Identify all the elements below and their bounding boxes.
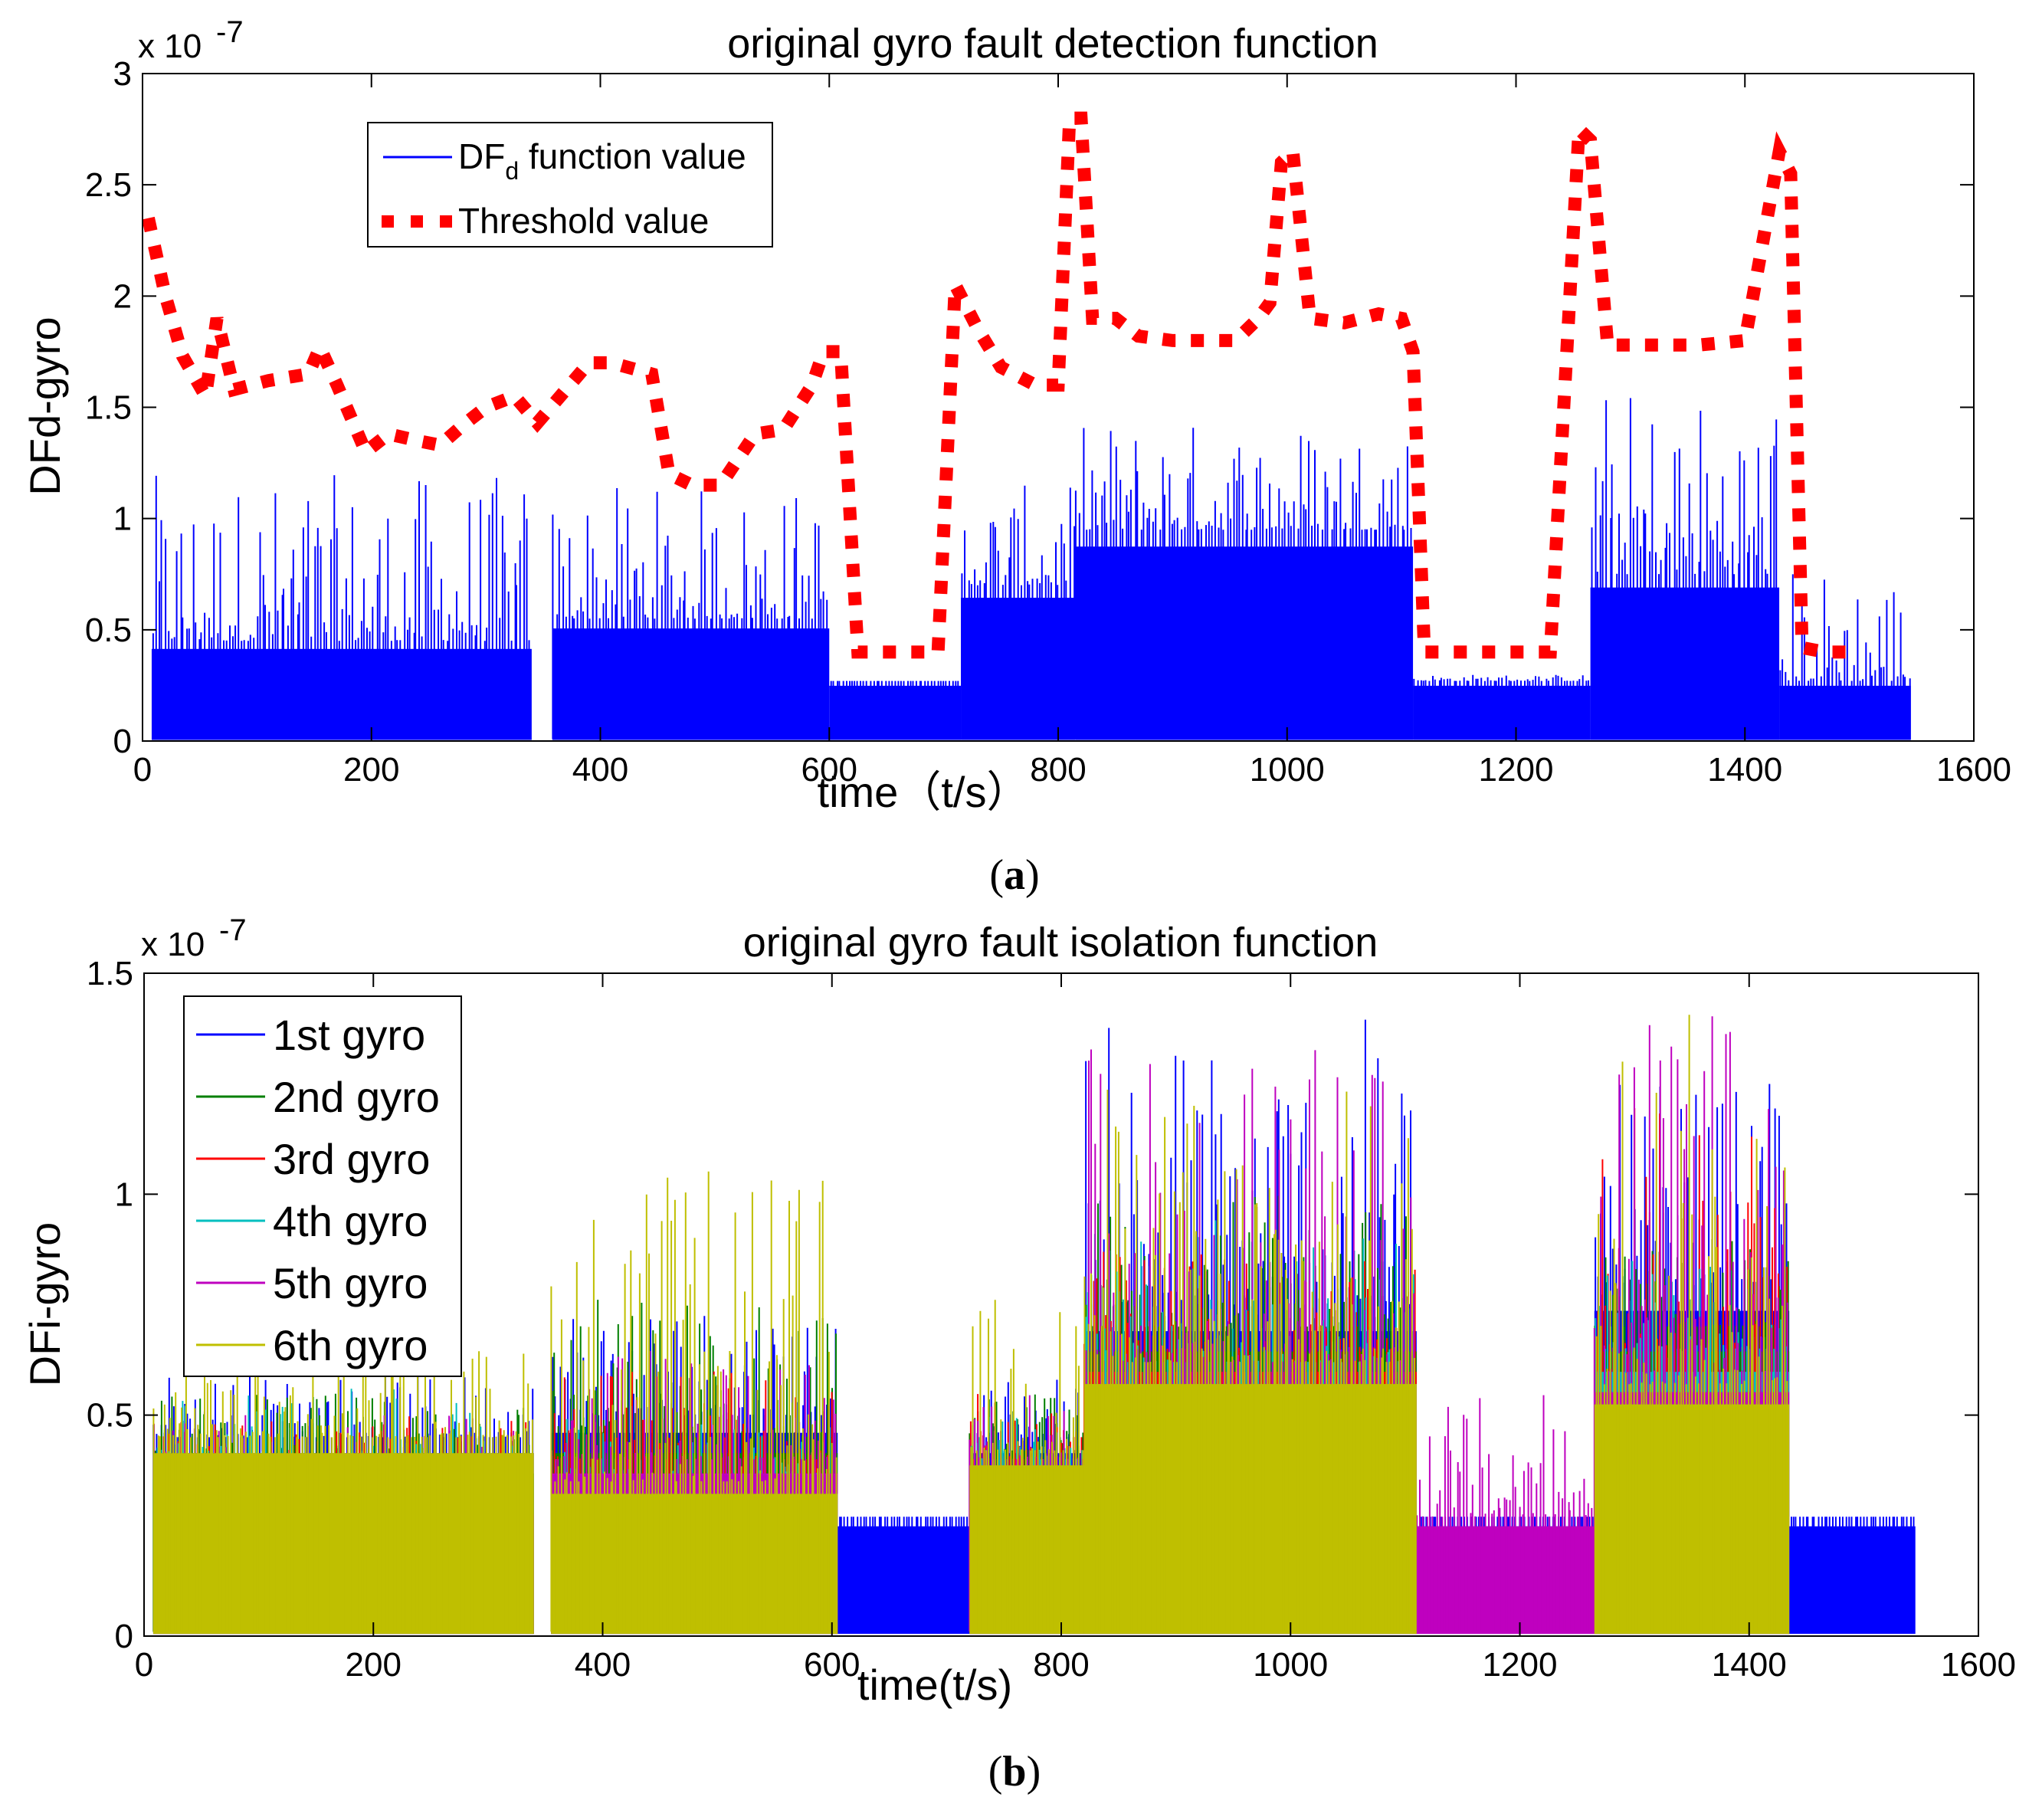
chart-b-ylabel: DFi-gyro — [21, 1222, 69, 1387]
ytick-label-b-1.5: 1.5 — [87, 955, 133, 992]
xtick-label-a-1600: 1600 — [1936, 751, 2011, 789]
xtick-label-b-1200: 1200 — [1483, 1646, 1558, 1684]
chart-b-legend: 1st gyro 2nd gyro 3rd gyro 4th gyro 5th gyro… — [183, 995, 462, 1377]
xtick-label-a-1200: 1200 — [1479, 751, 1554, 789]
band-b-5-5 — [1416, 1526, 1595, 1635]
ytick-label-b-1: 1 — [115, 1176, 133, 1213]
legend-a-label-df: DFd function value — [458, 136, 746, 185]
xtick-label-b-1000: 1000 — [1253, 1646, 1328, 1684]
spikes-a-1-2 — [552, 488, 828, 739]
legend-a-label-threshold: Threshold value — [458, 201, 709, 241]
xtick-label-b-1400: 1400 — [1712, 1646, 1787, 1684]
panel-a-caption: (a) — [989, 851, 1039, 899]
chart-b-xlabel: time(t/s) — [857, 1661, 1012, 1709]
xtick-label-a-1400: 1400 — [1707, 751, 1782, 789]
chart-b-title: original gyro fault isolation function — [743, 920, 1378, 966]
legend-b-label-4: 4th gyro — [273, 1197, 428, 1245]
ytick-label-b-0: 0 — [115, 1618, 133, 1655]
spikes-b-6-1 — [152, 1346, 533, 1632]
xtick-label-a-0: 0 — [133, 751, 152, 789]
xtick-label-b-0: 0 — [135, 1646, 153, 1684]
ytick-label-a-1: 1 — [113, 500, 132, 538]
spikes-a-1-1 — [152, 475, 530, 739]
chart-a-y-exponent-power: -7 — [216, 15, 244, 49]
spikes-b-5-5 — [1416, 1395, 1593, 1632]
xtick-label-a-1000: 1000 — [1250, 751, 1325, 789]
band-b-6-4 — [1083, 1384, 1417, 1635]
chart-b-axis-ticks: 0 200 400 600 800 1000 1200 1400 1600 0 0.5 1 1.5 — [87, 955, 2016, 1684]
spikes-b-6-4 — [1083, 1090, 1415, 1632]
chart-a-y-exponent: x 10 -7 — [138, 15, 244, 65]
legend-b-label-5: 5th gyro — [273, 1259, 428, 1307]
chart-a-legend-box — [367, 122, 773, 248]
legend-b-label-2: 2nd gyro — [273, 1073, 440, 1121]
chart-a-ylabel: DFd-gyro — [21, 316, 69, 495]
xtick-label-b-200: 200 — [346, 1646, 402, 1684]
spikes-a-1-5 — [1074, 428, 1412, 739]
xtick-label-b-600: 600 — [804, 1646, 860, 1684]
spikes-b-1-8 — [1791, 1517, 1915, 1632]
chart-b-legend-box — [183, 995, 462, 1377]
spikes-a-1-3 — [830, 680, 959, 739]
chart-b-y-exponent: x 10 -7 — [141, 913, 247, 963]
panel-b-chart: original gyro fault isolation function x… — [21, 913, 2016, 1795]
spikes-b-1-3 — [839, 1517, 969, 1632]
series-a-1 — [151, 398, 1911, 740]
legend-b-label-6: 6th gyro — [273, 1321, 428, 1369]
spikes-a-1-4 — [961, 485, 1076, 739]
spikes-b-6-5 — [1595, 1015, 1788, 1632]
spikes-a-1-7 — [1591, 398, 1778, 739]
xtick-label-b-800: 800 — [1033, 1646, 1089, 1684]
ytick-label-a-3: 3 — [113, 55, 132, 93]
xtick-label-b-1600: 1600 — [1941, 1646, 2016, 1684]
threshold-line — [142, 111, 1860, 659]
chart-a-plot-area — [142, 111, 1911, 740]
panel-a-chart: original gyro fault detection function x… — [21, 15, 2011, 899]
ytick-label-a-0.5: 0.5 — [85, 612, 132, 649]
chart-a-title: original gyro fault detection function — [727, 21, 1378, 67]
ytick-label-a-2.5: 2.5 — [85, 166, 132, 204]
xtick-label-a-600: 600 — [801, 751, 857, 789]
panel-b-caption: (b) — [988, 1748, 1041, 1795]
chart-b-plot-area — [152, 1015, 1916, 1635]
legend-b-label-3: 3rd gyro — [273, 1135, 430, 1183]
ytick-label-a-2: 2 — [113, 277, 132, 315]
spikes-a-1-6 — [1413, 674, 1589, 739]
chart-b-y-exponent-base: x 10 — [141, 926, 205, 963]
xtick-label-b-400: 400 — [575, 1646, 631, 1684]
spikes-b-6-2 — [550, 1171, 837, 1632]
chart-b-y-exponent-power: -7 — [219, 913, 247, 947]
chart-a-xlabel: time（t/s） — [818, 768, 1030, 816]
legend-b-label-1: 1st gyro — [273, 1011, 425, 1059]
series-b-6 — [152, 1015, 1790, 1635]
xtick-label-a-800: 800 — [1030, 751, 1086, 789]
chart-a-y-exponent-base: x 10 — [138, 28, 202, 65]
series-a-2 — [142, 111, 1860, 659]
xtick-label-a-400: 400 — [572, 751, 628, 789]
ytick-label-a-0: 0 — [113, 723, 132, 760]
xtick-label-a-200: 200 — [343, 751, 399, 789]
spikes-a-1-8 — [1779, 574, 1911, 739]
chart-a-legend: DFd function value Threshold value — [367, 122, 773, 248]
ytick-label-a-1.5: 1.5 — [85, 389, 132, 427]
legend-a-swatch-threshold — [382, 215, 452, 228]
band-a-1-2 — [552, 628, 830, 740]
chart-a-axis-ticks: 0 200 400 600 800 1000 1200 1400 1600 0 0.5 1 1.5 2 2.… — [85, 55, 2011, 789]
spikes-b-6-3 — [970, 1300, 1084, 1632]
ytick-label-b-0.5: 0.5 — [87, 1397, 133, 1435]
